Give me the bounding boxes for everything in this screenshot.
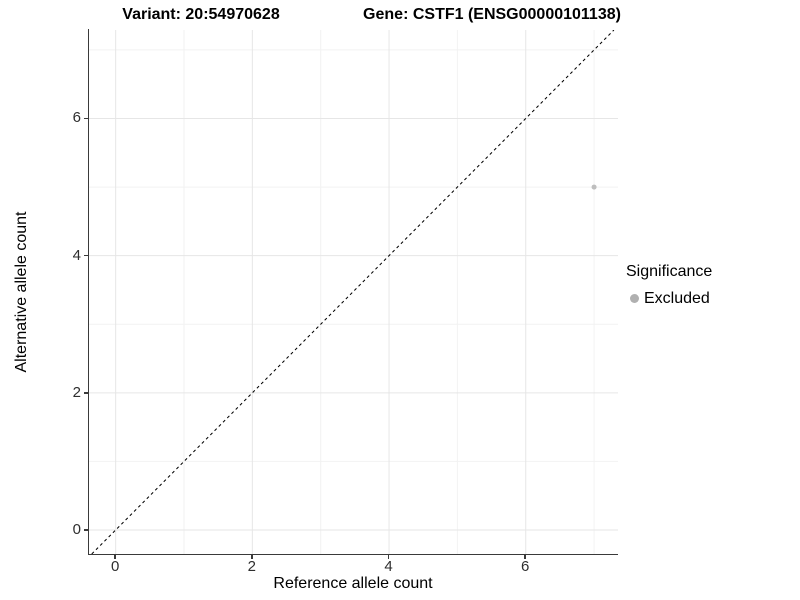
plot-panel: [88, 30, 618, 554]
identity-line: [90, 30, 614, 554]
y-tick-mark: [83, 117, 88, 120]
legend-title: Significance: [626, 263, 713, 280]
y-axis-title: Alternative allele count: [13, 211, 30, 373]
x-tick-mark: [251, 555, 253, 559]
y-tick-label: 0: [72, 520, 81, 538]
plot-panel-svg: [88, 30, 618, 554]
y-axis-line: [87, 29, 89, 555]
y-tick-label: 4: [72, 246, 81, 264]
plot-title-gene: Gene: CSTF1 (ENSG00000101138): [363, 6, 621, 23]
legend-key-dot-icon: [630, 294, 639, 303]
x-axis-title: Reference allele count: [273, 575, 433, 592]
x-tick-mark: [387, 555, 390, 559]
legend: Significance Excluded: [626, 262, 712, 308]
x-tick-label: 4: [384, 558, 393, 575]
data-point: [591, 184, 597, 190]
y-tick-mark: [83, 392, 88, 394]
y-tick-mark: [83, 254, 88, 257]
x-tick-mark: [114, 555, 116, 559]
y-tick-label: 6: [72, 109, 81, 127]
x-tick-label: 6: [521, 558, 530, 575]
x-tick-label: 0: [110, 558, 120, 575]
y-tick-label: 2: [72, 383, 81, 401]
x-tick-label: 2: [247, 558, 257, 575]
x-tick-mark: [524, 555, 526, 559]
legend-entry: Excluded: [626, 289, 712, 308]
legend-entry-label: Excluded: [644, 290, 710, 307]
legend-entries: Excluded: [626, 289, 712, 308]
plot-title-variant: Variant: 20:54970628: [122, 6, 280, 23]
y-tick-mark: [83, 529, 88, 531]
x-axis-line: [87, 553, 618, 555]
